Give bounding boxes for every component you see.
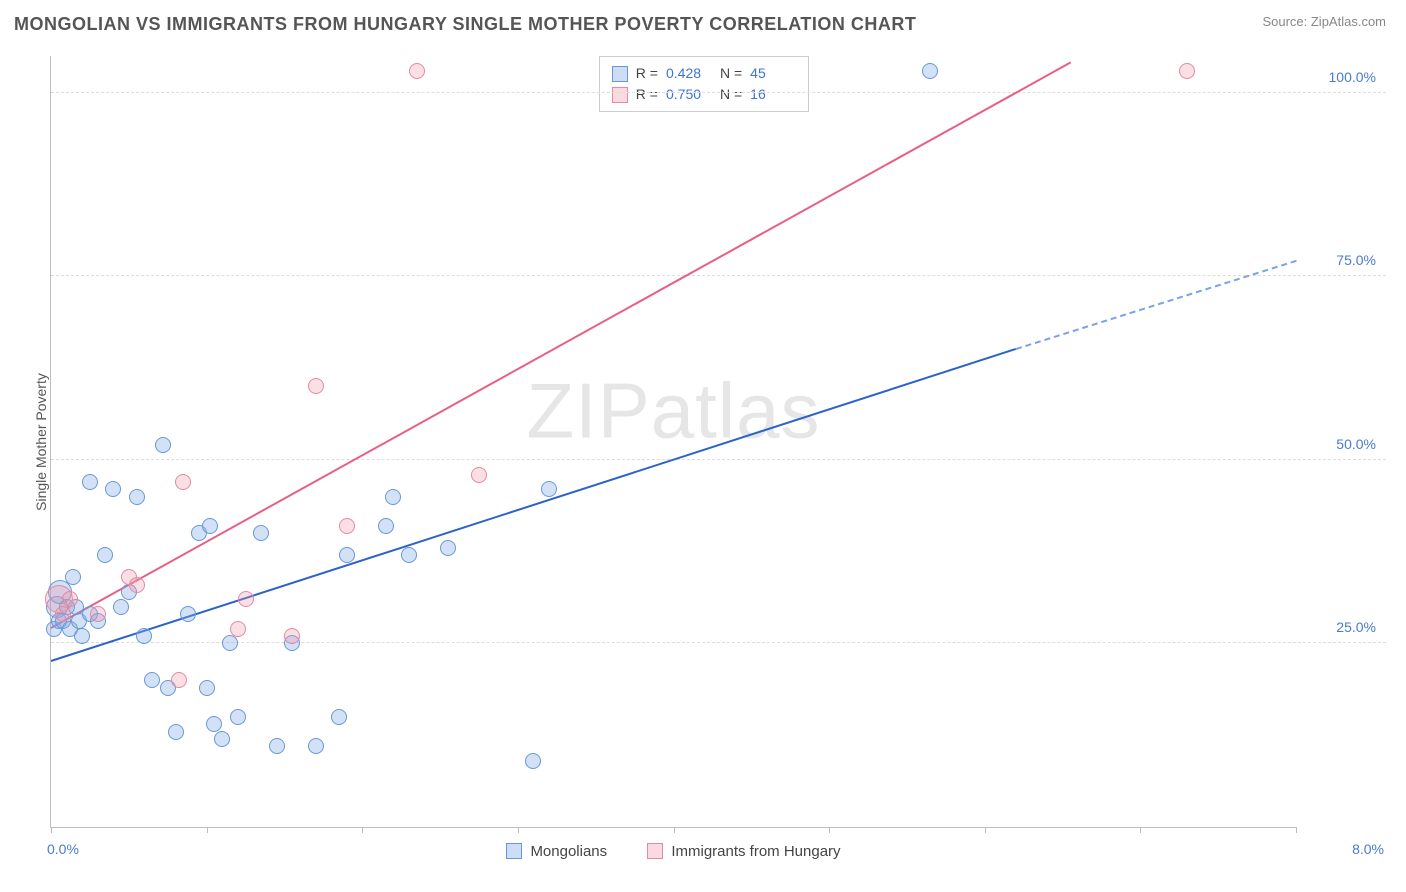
scatter-point [62,591,78,607]
y-axis-label: Single Mother Poverty [33,373,49,511]
scatter-point [90,606,106,622]
r-label: R = [636,63,658,84]
scatter-point [230,709,246,725]
scatter-point [168,724,184,740]
y-tick-label: 50.0% [1336,436,1376,452]
legend-item-b: Immigrants from Hungary [647,843,840,860]
scatter-point [1179,63,1195,79]
y-tick-label: 75.0% [1336,252,1376,268]
x-tick [518,827,519,833]
x-tick [1140,827,1141,833]
x-tick [829,827,830,833]
y-tick-label: 25.0% [1336,619,1376,635]
scatter-point [199,680,215,696]
x-tick [207,827,208,833]
x-tick [985,827,986,833]
scatter-point [74,628,90,644]
scatter-point [385,489,401,505]
r-value-b: 0.750 [666,84,712,105]
legend-label-a: Mongolians [530,843,607,860]
scatter-point [175,474,191,490]
watermark-bold: ZIP [526,366,650,454]
r-value-a: 0.428 [666,63,712,84]
scatter-point [525,753,541,769]
scatter-point [440,540,456,556]
x-axis-min-label: 0.0% [47,841,79,857]
n-label: N = [720,84,742,105]
chart-title: MONGOLIAN VS IMMIGRANTS FROM HUNGARY SIN… [14,14,916,35]
legend-stats-row-b: R = 0.750 N = 16 [612,84,796,105]
scatter-point [202,518,218,534]
x-axis-max-label: 8.0% [1352,841,1384,857]
x-tick [51,827,52,833]
gridline [51,275,1386,276]
scatter-point [180,606,196,622]
n-value-a: 45 [750,63,796,84]
gridline [51,92,1386,93]
scatter-point [253,525,269,541]
scatter-point [65,569,81,585]
n-label: N = [720,63,742,84]
chart-area: Single Mother Poverty ZIPatlas R = 0.428… [14,46,1386,872]
scatter-point [471,467,487,483]
scatter-point [206,716,222,732]
legend-stats-row-a: R = 0.428 N = 45 [612,63,796,84]
swatch-a-icon [506,843,522,859]
scatter-point [541,481,557,497]
n-value-b: 16 [750,84,796,105]
swatch-a-icon [612,66,628,82]
scatter-point [97,547,113,563]
scatter-point [113,599,129,615]
scatter-point [238,591,254,607]
plot-region: Single Mother Poverty ZIPatlas R = 0.428… [50,56,1296,828]
watermark-thin: atlas [651,366,821,454]
scatter-point [284,628,300,644]
scatter-point [378,518,394,534]
scatter-point [105,481,121,497]
gridline [51,642,1386,643]
scatter-point [401,547,417,563]
scatter-point [308,378,324,394]
swatch-b-icon [612,87,628,103]
scatter-point [922,63,938,79]
scatter-point [339,547,355,563]
scatter-point [144,672,160,688]
trend-line [1016,260,1297,350]
chart-header: MONGOLIAN VS IMMIGRANTS FROM HUNGARY SIN… [0,0,1406,41]
legend-item-a: Mongolians [506,843,607,860]
gridline [51,459,1386,460]
scatter-point [331,709,347,725]
scatter-point [55,606,71,622]
x-tick [674,827,675,833]
y-tick-label: 100.0% [1329,69,1376,85]
legend-series: Mongolians Immigrants from Hungary [51,843,1296,864]
scatter-point [171,672,187,688]
legend-stats: R = 0.428 N = 45 R = 0.750 N = 16 [599,56,809,112]
scatter-point [129,489,145,505]
x-tick [1296,827,1297,833]
watermark: ZIPatlas [526,365,820,456]
r-label: R = [636,84,658,105]
scatter-point [214,731,230,747]
scatter-point [129,577,145,593]
scatter-point [82,474,98,490]
chart-source: Source: ZipAtlas.com [1262,14,1386,29]
x-tick [362,827,363,833]
scatter-point [230,621,246,637]
scatter-point [136,628,152,644]
scatter-point [339,518,355,534]
scatter-point [409,63,425,79]
trend-line [51,61,1071,628]
scatter-point [222,635,238,651]
scatter-point [269,738,285,754]
scatter-point [155,437,171,453]
swatch-b-icon [647,843,663,859]
scatter-point [308,738,324,754]
legend-label-b: Immigrants from Hungary [671,843,840,860]
